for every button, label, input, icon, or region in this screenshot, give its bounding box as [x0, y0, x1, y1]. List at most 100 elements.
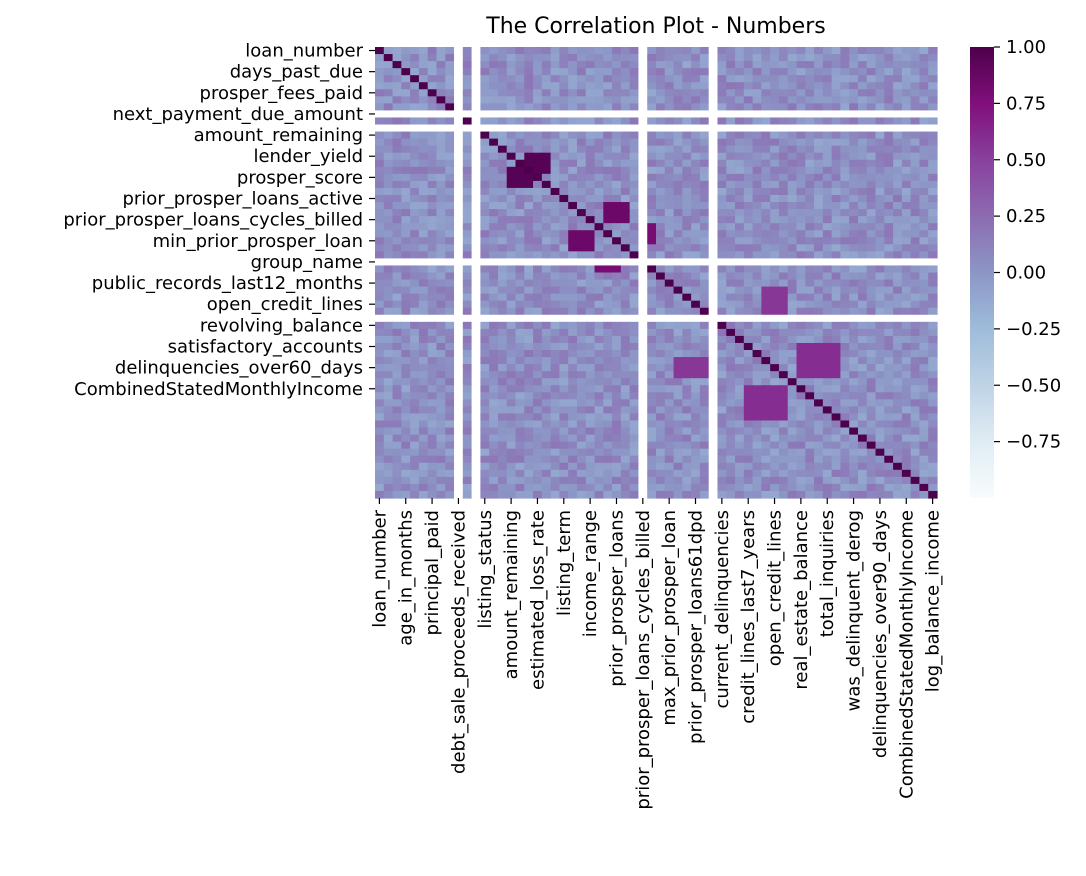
- heatmap-cell: [884, 385, 894, 393]
- heatmap-cell: [436, 244, 446, 252]
- heatmap-cell: [497, 335, 508, 344]
- heatmap-cell: [656, 75, 666, 83]
- heatmap-cell: [822, 434, 833, 443]
- heatmap-cell: [612, 392, 622, 400]
- heatmap-cell: [901, 152, 912, 161]
- heatmap-cell: [603, 209, 613, 217]
- heatmap-cell: [796, 173, 806, 182]
- heatmap-cell: [770, 237, 780, 245]
- heatmap-cell: [699, 371, 710, 379]
- heatmap-cell: [506, 110, 517, 119]
- heatmap-cell: [761, 490, 771, 499]
- heatmap-cell: [919, 342, 929, 351]
- heatmap-cell: [392, 272, 402, 281]
- heatmap-cell: [454, 406, 464, 415]
- heatmap-cell: [928, 145, 938, 154]
- heatmap-cell: [410, 321, 420, 330]
- heatmap-cell: [673, 364, 683, 372]
- heatmap-cell: [761, 194, 771, 203]
- heatmap-cell: [576, 455, 587, 464]
- heatmap-cell: [550, 300, 561, 309]
- heatmap-cell: [401, 314, 411, 323]
- x-tick-label: was_delinquent_derog: [844, 510, 865, 711]
- heatmap-cell: [884, 47, 894, 55]
- heatmap-cell: [550, 68, 561, 76]
- heatmap-cell: [629, 145, 640, 154]
- heatmap-cell: [910, 434, 921, 443]
- heatmap-cell: [910, 131, 921, 140]
- heatmap-cell: [849, 350, 859, 358]
- heatmap-cell: [849, 321, 859, 330]
- heatmap-cell: [383, 469, 394, 478]
- heatmap-cell: [831, 483, 842, 492]
- heatmap-cell: [620, 350, 631, 358]
- heatmap-cell: [849, 110, 859, 119]
- heatmap-cell: [928, 469, 938, 478]
- heatmap-cell: [375, 75, 385, 83]
- heatmap-cell: [761, 61, 771, 69]
- heatmap-cell: [919, 265, 929, 274]
- heatmap-cell: [629, 138, 640, 147]
- heatmap-cell: [726, 321, 736, 330]
- heatmap-cell: [708, 138, 719, 147]
- heatmap-cell: [656, 173, 666, 182]
- heatmap-cell: [427, 180, 438, 189]
- heatmap-cell: [682, 476, 692, 485]
- heatmap-cell: [418, 230, 429, 238]
- heatmap-cell: [814, 75, 824, 83]
- heatmap-cell: [884, 455, 894, 464]
- heatmap-cell: [647, 335, 657, 344]
- heatmap-cell: [910, 350, 921, 358]
- heatmap-cell: [857, 138, 868, 147]
- heatmap-cell: [629, 307, 640, 316]
- heatmap-cell: [612, 371, 622, 379]
- heatmap-cell: [901, 378, 912, 386]
- heatmap-cell: [770, 54, 780, 62]
- heatmap-cell: [726, 75, 736, 83]
- heatmap-cell: [383, 385, 394, 393]
- heatmap-cell: [594, 251, 604, 260]
- heatmap-cell: [664, 54, 675, 62]
- heatmap-cell: [673, 286, 683, 295]
- heatmap-cell: [603, 82, 613, 90]
- heatmap-cell: [383, 350, 394, 358]
- heatmap-cell: [857, 251, 868, 260]
- heatmap-cell: [454, 152, 464, 161]
- heatmap-cell: [576, 187, 587, 196]
- heatmap-cell: [585, 385, 596, 393]
- heatmap-cell: [638, 194, 648, 203]
- heatmap-cell: [796, 166, 806, 175]
- heatmap-cell: [770, 103, 780, 112]
- heatmap-cell: [814, 244, 824, 252]
- heatmap-cell: [857, 117, 868, 126]
- heatmap-cell: [875, 364, 885, 372]
- heatmap-cell: [480, 131, 490, 140]
- heatmap-cell: [462, 145, 473, 154]
- heatmap-cell: [699, 152, 710, 161]
- heatmap-cell: [427, 385, 438, 393]
- heatmap-cell: [462, 244, 473, 252]
- heatmap-cell: [691, 342, 701, 351]
- heatmap-cell: [541, 131, 552, 140]
- heatmap-cell: [840, 194, 850, 203]
- heatmap-cell: [928, 483, 938, 492]
- heatmap-cell: [524, 138, 534, 147]
- heatmap-cell: [682, 314, 692, 323]
- heatmap-cell: [506, 244, 517, 252]
- heatmap-cell: [401, 406, 411, 415]
- heatmap-cell: [506, 237, 517, 245]
- heatmap-cell: [497, 96, 508, 104]
- heatmap-cell: [559, 223, 569, 231]
- heatmap-cell: [928, 251, 938, 260]
- heatmap-cell: [814, 448, 824, 457]
- heatmap-cell: [559, 180, 569, 189]
- heatmap-cell: [673, 152, 683, 161]
- heatmap-cell: [717, 230, 727, 238]
- heatmap-cell: [831, 378, 842, 386]
- heatmap-cell: [778, 258, 789, 267]
- heatmap-cell: [383, 462, 394, 471]
- heatmap-cell: [884, 314, 894, 323]
- heatmap-cell: [454, 258, 464, 267]
- heatmap-cell: [401, 483, 411, 492]
- heatmap-cell: [585, 406, 596, 415]
